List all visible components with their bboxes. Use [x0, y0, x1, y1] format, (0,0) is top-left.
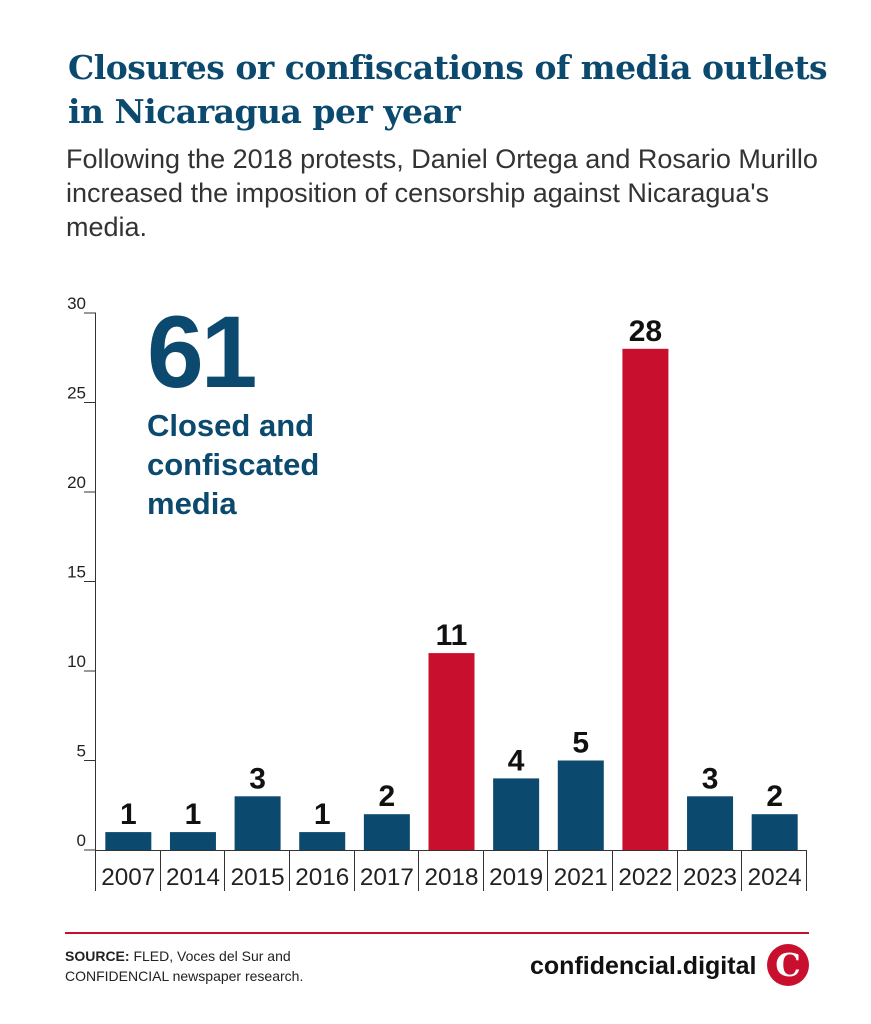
y-axis: 0 5 10 15 20 25 30: [67, 294, 96, 851]
bar-2023: [687, 796, 734, 850]
x-tick-label-2017: 2017: [360, 864, 414, 891]
data-label-2016: 1: [314, 798, 331, 831]
x-tick-label-2014: 2014: [166, 864, 220, 891]
x-tick-label-2007: 2007: [101, 864, 155, 891]
y-tick-label: 30: [67, 294, 86, 313]
data-label-2021: 5: [572, 727, 589, 760]
y-tick-label: 15: [67, 563, 86, 582]
bar-2018: [428, 653, 475, 850]
y-tick-label: 10: [67, 652, 86, 671]
x-tick-label-2018: 2018: [425, 864, 479, 891]
chart-title: Closures or confiscations of media outle…: [68, 48, 828, 131]
x-axis: 2007 2014 2015 2016 2017 2018 2019 2021 2022 2023…: [95, 850, 807, 891]
data-label-2017: 2: [379, 780, 396, 813]
bar-2015: [234, 796, 281, 850]
bar-2016: [299, 832, 346, 850]
bar-2019: [493, 778, 540, 850]
data-label-2023: 3: [702, 762, 719, 795]
data-label-2019: 4: [508, 744, 525, 777]
bar-2014: [169, 832, 216, 850]
bar-2017: [363, 814, 410, 850]
bar-2024: [751, 814, 798, 850]
data-label-2014: 1: [185, 798, 202, 831]
footer-divider: [65, 932, 809, 934]
confidencial-logo-icon[interactable]: C: [767, 944, 809, 986]
total-number: 61: [147, 295, 257, 409]
total-callout: 61 Closed and confiscated media: [147, 295, 387, 523]
x-tick-label-2016: 2016: [295, 864, 349, 891]
source-line2: newspaper research.: [172, 968, 304, 984]
source-line1: FLED, Voces del Sur and: [133, 948, 291, 964]
brand-name[interactable]: confidencial.digital: [530, 952, 757, 980]
data-label-2015: 3: [249, 762, 266, 795]
x-tick-label-2024: 2024: [748, 864, 802, 891]
data-label-2024: 2: [766, 780, 783, 813]
data-label-2018: 11: [436, 619, 468, 652]
source-name: CONFIDENCIAL: [65, 968, 169, 984]
source-label: SOURCE:: [65, 948, 130, 964]
x-tick-label-2021: 2021: [554, 864, 608, 891]
y-tick-label: 5: [77, 742, 86, 761]
x-tick-label-2022: 2022: [618, 864, 672, 891]
bar-2021: [557, 760, 604, 850]
x-tick-label-2015: 2015: [231, 864, 285, 891]
bar-2022: [622, 348, 669, 850]
x-tick-label-2023: 2023: [683, 864, 737, 891]
y-tick-label: 0: [77, 831, 86, 850]
data-label-2007: 1: [120, 798, 137, 831]
source-note: SOURCE: FLED, Voces del Sur and CONFIDEN…: [65, 946, 303, 986]
x-tick-label-2019: 2019: [489, 864, 543, 891]
total-label: Closed and confiscated media: [147, 408, 320, 521]
y-tick-label: 25: [67, 384, 86, 403]
y-tick-label: 20: [67, 473, 86, 492]
chart-subtitle: Following the 2018 protests, Daniel Orte…: [66, 144, 818, 242]
bar-2007: [105, 832, 152, 850]
data-label-2022: 28: [629, 315, 662, 348]
